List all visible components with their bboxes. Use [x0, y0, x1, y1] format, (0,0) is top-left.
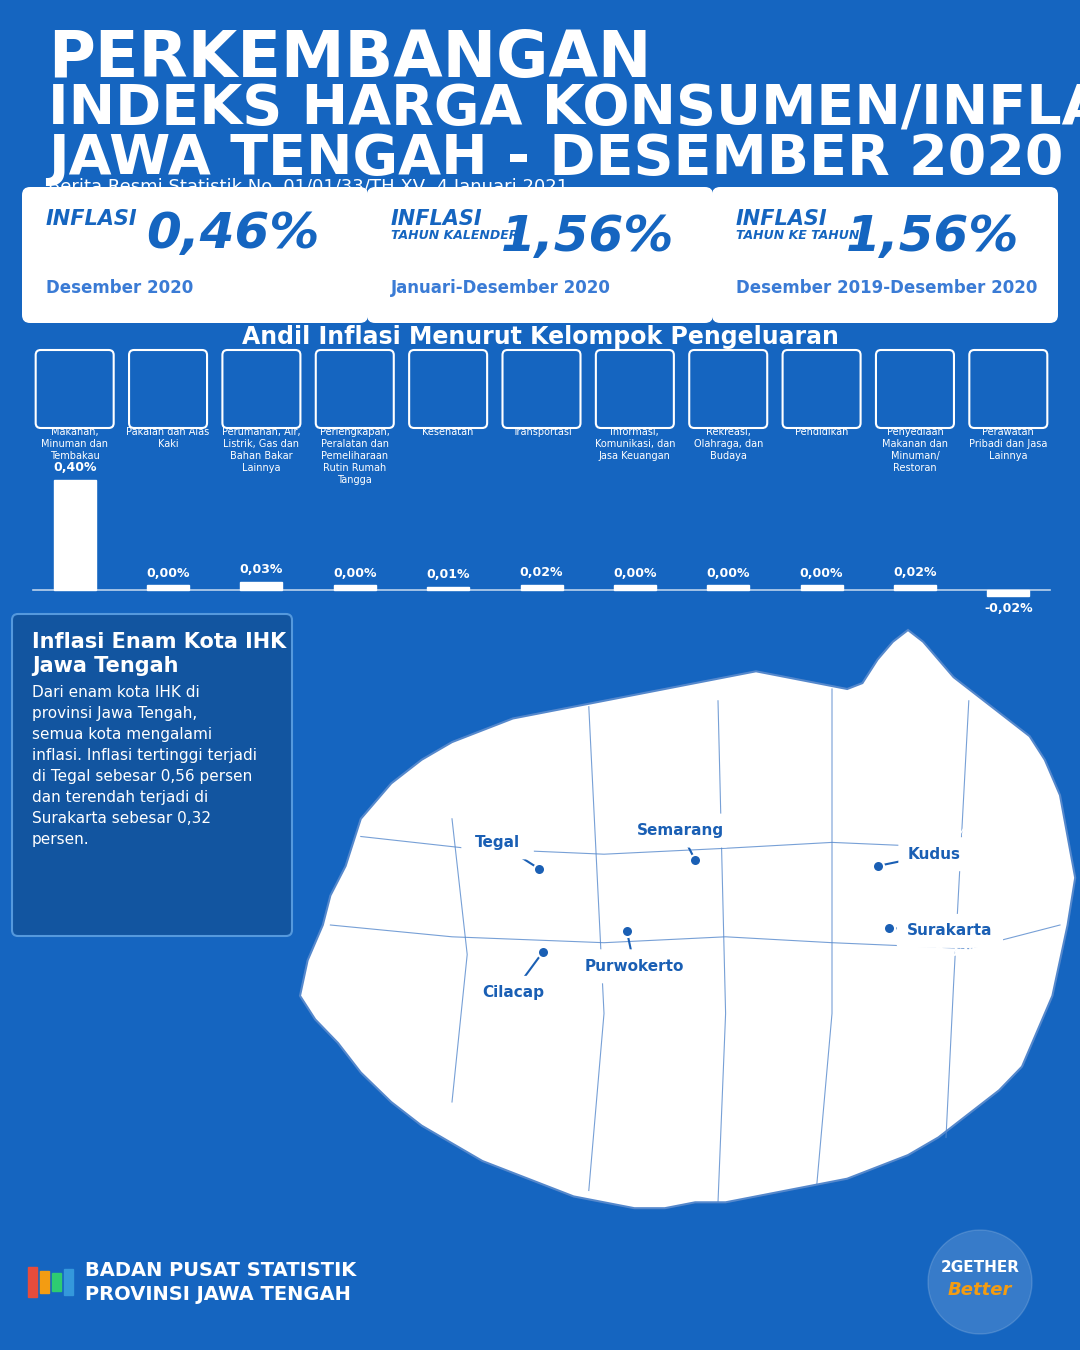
Text: Dari enam kota IHK di
provinsi Jawa Tengah,
semua kota mengalami
inflasi. Inflas: Dari enam kota IHK di provinsi Jawa Teng… [32, 684, 257, 846]
Text: Berita Resmi Statistik No. 01/01/33/TH XV, 4 Januari 2021: Berita Resmi Statistik No. 01/01/33/TH X… [48, 178, 568, 196]
Text: 1,56%: 1,56% [501, 213, 674, 261]
Text: Kesehatan: Kesehatan [422, 427, 474, 437]
Text: Perawatan
Pribadi dan Jasa
Lainnya: Perawatan Pribadi dan Jasa Lainnya [969, 427, 1048, 460]
Text: Surakarta: Surakarta [907, 923, 993, 938]
FancyBboxPatch shape [712, 188, 1058, 323]
Text: Transportasi: Transportasi [512, 427, 571, 437]
FancyBboxPatch shape [970, 350, 1048, 428]
FancyBboxPatch shape [409, 350, 487, 428]
Text: 0,03%: 0,03% [240, 563, 283, 575]
Text: Cilacap: Cilacap [482, 986, 544, 1000]
Text: Semarang: Semarang [636, 824, 724, 838]
Text: INFLASI: INFLASI [391, 209, 483, 230]
Text: Purwokerto: Purwokerto [584, 958, 684, 973]
Text: Penyediaan
Makanan dan
Minuman/
Restoran: Penyediaan Makanan dan Minuman/ Restoran [882, 427, 948, 472]
FancyBboxPatch shape [222, 350, 300, 428]
Text: ☉ 0,33%: ☉ 0,33% [602, 975, 667, 988]
FancyBboxPatch shape [468, 976, 557, 1010]
Text: Perumahan, Air,
Listrik, Gas dan
Bahan Bakar
Lainnya: Perumahan, Air, Listrik, Gas dan Bahan B… [222, 427, 300, 472]
Bar [241, 582, 282, 590]
Text: TAHUN KALENDER: TAHUN KALENDER [391, 230, 518, 242]
Text: -0,02%: -0,02% [984, 602, 1032, 614]
Bar [334, 585, 376, 590]
Polygon shape [300, 630, 1076, 1208]
FancyBboxPatch shape [631, 814, 729, 848]
Bar [52, 1273, 60, 1291]
Text: Pakaian dan Alas
Kaki: Pakaian dan Alas Kaki [126, 427, 210, 450]
Text: Andil Inflasi Menurut Kelompok Pengeluaran: Andil Inflasi Menurut Kelompok Pengeluar… [242, 325, 838, 350]
Text: 0,01%: 0,01% [427, 568, 470, 582]
Text: 0,00%: 0,00% [333, 567, 377, 580]
Text: ☉ 0,49%: ☉ 0,49% [647, 806, 713, 819]
FancyBboxPatch shape [502, 350, 581, 428]
Text: ☉ 0,56%: ☉ 0,56% [464, 818, 530, 832]
Text: INFLASI: INFLASI [735, 209, 827, 230]
Text: ☉ 0,32%: ☉ 0,32% [917, 945, 983, 958]
FancyBboxPatch shape [896, 914, 1003, 948]
Bar [987, 590, 1029, 595]
Text: Desember 2020: Desember 2020 [46, 279, 193, 297]
Text: PERKEMBANGAN: PERKEMBANGAN [48, 28, 651, 90]
FancyBboxPatch shape [461, 825, 534, 860]
FancyBboxPatch shape [367, 188, 713, 323]
Text: 0,00%: 0,00% [146, 567, 190, 580]
FancyBboxPatch shape [596, 350, 674, 428]
Text: 0,46%: 0,46% [146, 211, 320, 258]
FancyBboxPatch shape [129, 350, 207, 428]
Text: Kudus: Kudus [908, 846, 961, 861]
Bar [613, 585, 656, 590]
Bar [54, 481, 96, 590]
Text: Better: Better [948, 1281, 1012, 1299]
Text: TAHUN KE TAHUN: TAHUN KE TAHUN [735, 230, 860, 242]
Text: 0,00%: 0,00% [613, 567, 657, 580]
Text: 0,40%: 0,40% [53, 460, 96, 474]
Text: BADAN PUSAT STATISTIK: BADAN PUSAT STATISTIK [85, 1261, 356, 1280]
Bar [800, 585, 842, 590]
Text: Rekreasi,
Olahraga, dan
Budaya: Rekreasi, Olahraga, dan Budaya [693, 427, 762, 460]
Text: Perlengkapan,
Peralatan dan
Pemeliharaan
Rutin Rumah
Tangga: Perlengkapan, Peralatan dan Pemeliharaan… [320, 427, 390, 485]
FancyBboxPatch shape [577, 949, 692, 983]
Text: 2GETHER: 2GETHER [941, 1261, 1020, 1276]
Text: Pendidikan: Pendidikan [795, 427, 848, 437]
FancyBboxPatch shape [783, 350, 861, 428]
Text: Tegal: Tegal [475, 834, 521, 850]
Text: ☉ 0,35%: ☉ 0,35% [480, 1000, 545, 1015]
Text: Jawa Tengah: Jawa Tengah [32, 656, 178, 676]
Bar [707, 585, 750, 590]
FancyBboxPatch shape [899, 837, 971, 871]
FancyBboxPatch shape [315, 350, 394, 428]
Text: Januari-Desember 2020: Januari-Desember 2020 [391, 279, 611, 297]
Bar [28, 1268, 37, 1297]
FancyBboxPatch shape [36, 350, 113, 428]
Text: Informasi,
Komunikasi, dan
Jasa Keuangan: Informasi, Komunikasi, dan Jasa Keuangan [595, 427, 675, 460]
Text: 0,00%: 0,00% [706, 567, 750, 580]
Text: Inflasi Enam Kota IHK: Inflasi Enam Kota IHK [32, 632, 286, 652]
Text: PROVINSI JAWA TENGAH: PROVINSI JAWA TENGAH [85, 1284, 351, 1304]
Bar [64, 1269, 73, 1295]
Bar [427, 587, 469, 590]
FancyBboxPatch shape [12, 614, 292, 936]
Text: 0,00%: 0,00% [800, 567, 843, 580]
Bar [894, 585, 936, 590]
FancyBboxPatch shape [689, 350, 767, 428]
Text: INFLASI: INFLASI [46, 209, 137, 230]
Text: 0,02%: 0,02% [893, 566, 936, 579]
FancyBboxPatch shape [22, 188, 368, 323]
Text: Desember 2019-Desember 2020: Desember 2019-Desember 2020 [735, 279, 1038, 297]
Text: 0,02%: 0,02% [519, 566, 564, 579]
Text: JAWA TENGAH - DESEMBER 2020: JAWA TENGAH - DESEMBER 2020 [48, 132, 1064, 186]
Text: 1,56%: 1,56% [846, 213, 1020, 261]
Bar [521, 585, 563, 590]
Text: ☉ 0,42%: ☉ 0,42% [902, 826, 968, 841]
Bar [147, 585, 189, 590]
FancyBboxPatch shape [876, 350, 954, 428]
Polygon shape [928, 1230, 1032, 1334]
Bar [40, 1270, 49, 1293]
Text: INDEKS HARGA KONSUMEN/INFLASI: INDEKS HARGA KONSUMEN/INFLASI [48, 82, 1080, 136]
Text: Makanan,
Minuman dan
Tembakau: Makanan, Minuman dan Tembakau [41, 427, 108, 460]
